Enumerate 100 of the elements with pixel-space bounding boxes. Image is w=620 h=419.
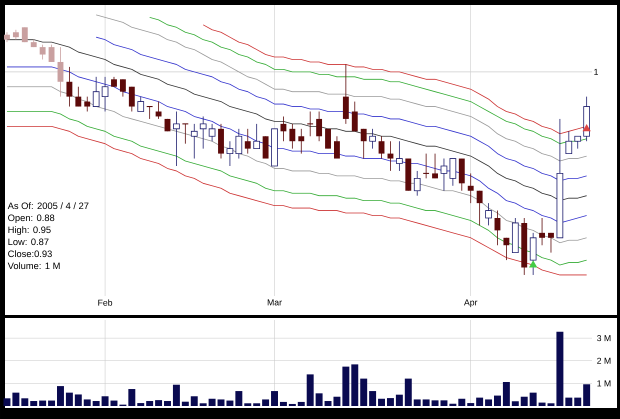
bar	[280, 402, 287, 406]
candlestick	[137, 96, 144, 112]
candlestick	[440, 158, 448, 192]
bar	[548, 403, 554, 406]
x-tick-label: Mar	[268, 299, 282, 306]
bar	[502, 382, 510, 406]
bar	[12, 392, 20, 406]
candlestick	[476, 190, 483, 226]
y-tick-label: 2 M	[597, 358, 610, 364]
bar	[253, 403, 260, 406]
bar	[316, 393, 323, 406]
candlestick	[208, 123, 216, 142]
bar	[102, 396, 109, 406]
candlestick	[548, 232, 554, 254]
candlestick	[128, 86, 135, 112]
candlestick	[40, 44, 46, 60]
bar	[146, 401, 154, 406]
candlestick	[4, 32, 10, 43]
annotation: Open: 0.88	[8, 214, 54, 223]
bar	[3, 398, 10, 406]
bar	[298, 402, 305, 406]
candlestick	[146, 106, 154, 120]
candlestick	[92, 76, 100, 107]
bar	[235, 391, 242, 406]
candlestick	[422, 153, 430, 179]
bar	[57, 386, 64, 406]
candlestick	[253, 123, 260, 150]
bar	[324, 401, 332, 406]
bar	[226, 400, 234, 406]
bar	[110, 400, 118, 406]
candlestick	[432, 153, 438, 179]
annotation: As Of: 2005 / 4 / 27	[8, 202, 88, 210]
bar	[172, 384, 180, 406]
candlestick	[48, 44, 54, 62]
bar	[386, 398, 394, 406]
bar	[583, 384, 590, 406]
candlestick	[200, 116, 207, 150]
bar	[556, 332, 564, 406]
candlestick	[414, 170, 421, 196]
candlestick	[244, 128, 251, 154]
bar	[137, 403, 144, 406]
candlestick	[236, 128, 242, 159]
bar	[494, 396, 501, 406]
x-tick-label: Apr	[464, 299, 478, 308]
bar	[182, 402, 189, 406]
bar	[342, 366, 350, 406]
candlestick	[530, 232, 536, 276]
bar	[48, 400, 56, 406]
candlestick	[485, 202, 492, 226]
bar	[208, 398, 216, 406]
bar	[378, 398, 386, 406]
bar	[432, 400, 439, 406]
candlestick	[539, 218, 546, 246]
candlestick	[280, 116, 286, 142]
candlestick	[494, 210, 500, 246]
bar	[565, 398, 572, 406]
annotation: Volume: 1 M	[8, 262, 60, 270]
candlestick	[173, 111, 180, 166]
candlestick	[388, 140, 394, 172]
y-tick-label: 3 M	[597, 335, 610, 342]
candlestick	[565, 130, 572, 154]
y-tick-label: 1 M	[597, 380, 610, 386]
bar	[155, 400, 162, 406]
bar	[92, 401, 100, 406]
candlestick	[75, 86, 82, 107]
bar	[422, 399, 430, 406]
bar	[66, 392, 73, 406]
bar	[530, 392, 537, 406]
candlestick	[574, 136, 582, 150]
candlestick	[316, 111, 322, 142]
bar	[485, 399, 492, 406]
bar	[476, 398, 484, 406]
candlestick	[378, 136, 384, 159]
candlestick	[156, 101, 162, 120]
candlestick	[360, 128, 367, 159]
bar	[574, 398, 582, 406]
candlestick	[450, 158, 456, 186]
bar	[84, 399, 91, 406]
candlestick	[66, 66, 72, 107]
candlestick	[58, 46, 64, 98]
bar	[39, 400, 46, 406]
candlestick	[342, 64, 349, 124]
candlestick	[334, 136, 340, 159]
bar	[128, 389, 136, 406]
bar	[440, 400, 448, 406]
candlestick	[102, 76, 108, 112]
bar	[200, 403, 207, 406]
bar	[369, 391, 376, 406]
bar	[262, 399, 270, 406]
bar	[396, 394, 403, 406]
candlestick	[369, 128, 376, 150]
bar	[218, 399, 224, 406]
bar	[164, 401, 171, 406]
candlestick	[12, 29, 19, 40]
candlestick	[120, 78, 126, 98]
candlestick	[164, 118, 170, 132]
candlestick	[182, 123, 189, 144]
bar	[271, 391, 278, 406]
annotation: Low: 0.87	[8, 238, 49, 246]
bar	[306, 374, 314, 406]
